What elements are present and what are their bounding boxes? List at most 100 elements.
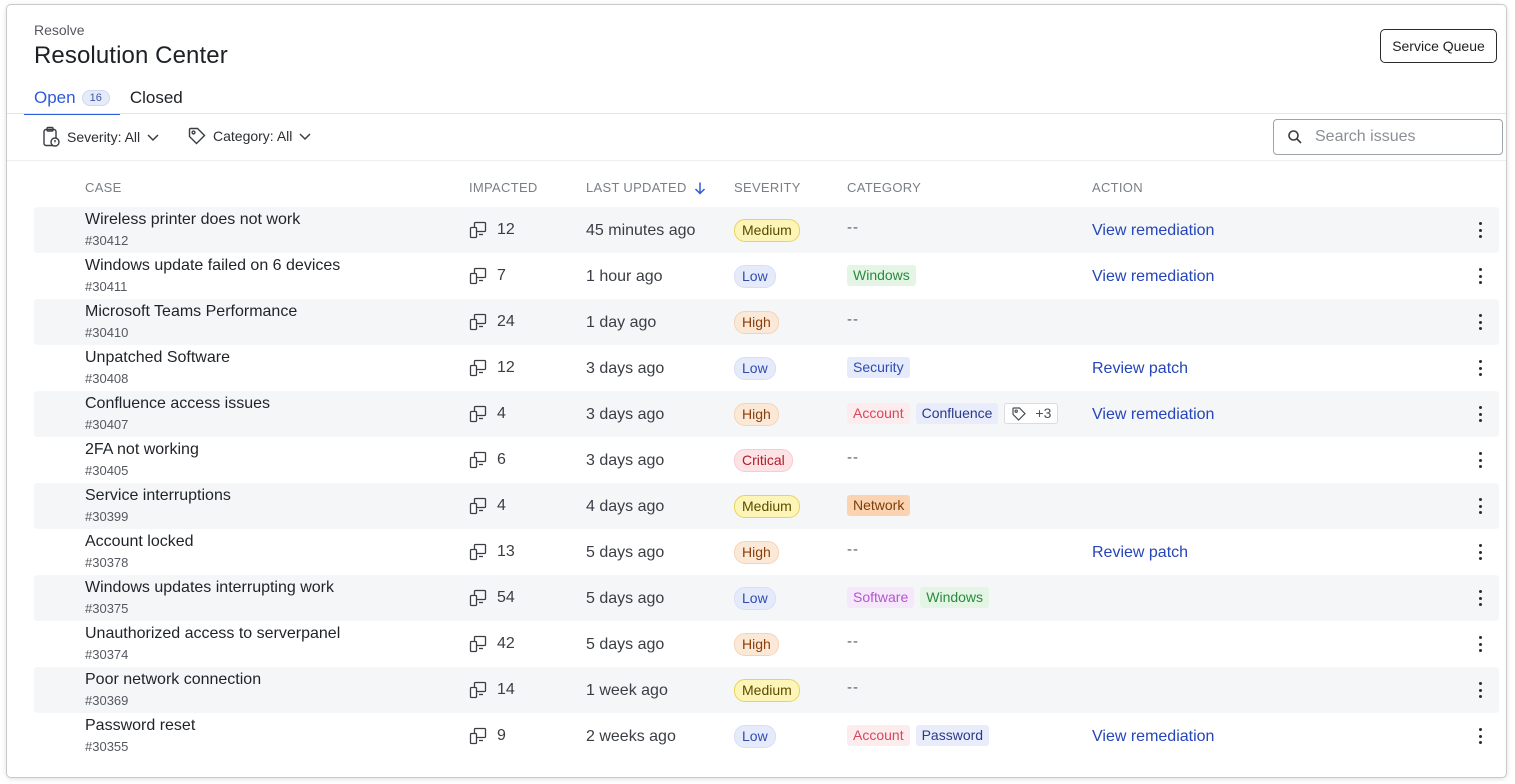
devices-icon: [469, 313, 487, 331]
table-row[interactable]: Account locked #30378 13 5 days ago High -- Re…: [34, 529, 1499, 575]
impacted-count: 4: [469, 497, 506, 515]
chevron-down-icon: [147, 134, 159, 142]
category-tag[interactable]: Security: [847, 357, 910, 378]
row-action-link[interactable]: Review patch: [1092, 360, 1189, 377]
kebab-menu-icon[interactable]: [1474, 450, 1486, 470]
severity-filter-label: Severity: All: [67, 129, 141, 145]
category-tags: Account Confluence +3: [847, 403, 1059, 424]
column-header-category[interactable]: CATEGORY: [847, 180, 922, 195]
devices-icon: [469, 497, 487, 515]
more-tags-button[interactable]: +3: [1004, 403, 1059, 424]
category-tags: --: [847, 219, 859, 236]
last-updated: 5 days ago: [586, 590, 665, 607]
case-title[interactable]: Account locked: [85, 533, 194, 550]
impacted-value: 9: [497, 727, 506, 744]
case-title[interactable]: Wireless printer does not work: [85, 211, 301, 228]
category-tag[interactable]: Windows: [847, 265, 916, 286]
case-title[interactable]: Windows update failed on 6 devices: [85, 257, 341, 274]
app-window: Resolve Resolution Center Service Queue …: [7, 5, 1506, 777]
tag-icon: [188, 127, 206, 145]
column-header-severity[interactable]: SEVERITY: [734, 180, 801, 195]
category-tags: Account Password: [847, 725, 990, 746]
impacted-value: 6: [497, 451, 506, 468]
tab-closed[interactable]: Closed: [120, 83, 193, 113]
kebab-menu-icon[interactable]: [1474, 496, 1486, 516]
kebab-menu-icon[interactable]: [1474, 220, 1486, 240]
category-tags: Security: [847, 357, 910, 378]
column-header-last-updated[interactable]: LAST UPDATED: [586, 180, 707, 195]
table-row[interactable]: Service interruptions #30399 4 4 days ago Me…: [34, 483, 1499, 529]
last-updated: 3 days ago: [586, 406, 665, 423]
devices-icon: [469, 543, 487, 561]
arrow-down-icon: [694, 182, 705, 195]
case-title[interactable]: Unpatched Software: [85, 349, 230, 366]
issues-table-body: Wireless printer does not work #30412 12 45…: [34, 207, 1499, 759]
impacted-count: 24: [469, 313, 515, 331]
table-row[interactable]: Unpatched Software #30408 12 3 days ago Low S…: [34, 345, 1499, 391]
case-id: #30369: [85, 693, 129, 708]
case-title[interactable]: Microsoft Teams Performance: [85, 303, 298, 320]
row-action-link[interactable]: View remediation: [1092, 728, 1215, 745]
last-updated: 45 minutes ago: [586, 222, 696, 239]
case-title[interactable]: 2FA not working: [85, 441, 199, 458]
row-action-link[interactable]: View remediation: [1092, 222, 1215, 239]
category-tags: --: [847, 449, 859, 466]
category-tag[interactable]: Software: [847, 587, 915, 608]
breadcrumb[interactable]: Resolve: [34, 22, 85, 38]
empty-category: --: [847, 679, 859, 696]
table-row[interactable]: Wireless printer does not work #30412 12 45…: [34, 207, 1499, 253]
row-action-link[interactable]: Review patch: [1092, 544, 1189, 561]
case-title[interactable]: Unauthorized access to serverpanel: [85, 625, 341, 642]
table-row[interactable]: Password reset #30355 9 2 weeks ago Low Accou…: [34, 713, 1499, 759]
kebab-menu-icon[interactable]: [1474, 680, 1486, 700]
table-row[interactable]: Confluence access issues #30407 4 3 days ag…: [34, 391, 1499, 437]
kebab-menu-icon[interactable]: [1474, 542, 1486, 562]
category-filter[interactable]: Category: All: [187, 126, 312, 146]
service-queue-button[interactable]: Service Queue: [1380, 29, 1497, 63]
category-tag[interactable]: Password: [915, 725, 990, 746]
case-title[interactable]: Service interruptions: [85, 487, 231, 504]
category-tag[interactable]: Account: [847, 725, 910, 746]
devices-icon: [469, 359, 487, 377]
kebab-menu-icon[interactable]: [1474, 588, 1486, 608]
column-header-case[interactable]: CASE: [85, 180, 122, 195]
devices-icon: [469, 451, 487, 469]
table-row[interactable]: Windows update failed on 6 devices #30411…: [34, 253, 1499, 299]
kebab-menu-icon[interactable]: [1474, 404, 1486, 424]
table-row[interactable]: Microsoft Teams Performance #30410 24 1 day…: [34, 299, 1499, 345]
row-action-link[interactable]: View remediation: [1092, 268, 1215, 285]
case-title[interactable]: Confluence access issues: [85, 395, 270, 412]
severity-badge: Low: [734, 587, 776, 610]
severity-filter[interactable]: Severity: All: [41, 126, 160, 148]
impacted-value: 12: [497, 359, 515, 376]
kebab-menu-icon[interactable]: [1474, 266, 1486, 286]
case-title[interactable]: Password reset: [85, 717, 196, 734]
kebab-menu-icon[interactable]: [1474, 634, 1486, 654]
impacted-value: 54: [497, 589, 515, 606]
devices-icon: [469, 267, 487, 285]
kebab-menu-icon[interactable]: [1474, 726, 1486, 746]
filter-bar: Severity: All Category: All: [7, 114, 1506, 161]
tab-open[interactable]: Open 16: [24, 83, 120, 115]
category-tag[interactable]: Network: [847, 495, 911, 516]
column-header-impacted[interactable]: IMPACTED: [469, 180, 538, 195]
kebab-menu-icon[interactable]: [1474, 358, 1486, 378]
table-row[interactable]: Unauthorized access to serverpanel #30374…: [34, 621, 1499, 667]
category-tag[interactable]: Windows: [920, 587, 990, 608]
search-box[interactable]: [1273, 119, 1503, 155]
category-tag[interactable]: Account: [847, 403, 910, 424]
last-updated: 3 days ago: [586, 452, 665, 469]
search-input[interactable]: [1313, 127, 1497, 147]
severity-badge: Critical: [734, 449, 793, 472]
row-action-link[interactable]: View remediation: [1092, 406, 1215, 423]
case-id: #30378: [85, 555, 129, 570]
table-row[interactable]: Windows updates interrupting work #30375 5…: [34, 575, 1499, 621]
category-tag[interactable]: Confluence: [915, 403, 999, 424]
impacted-count: 4: [469, 405, 506, 423]
table-row[interactable]: Poor network connection #30369 14 1 week ag…: [34, 667, 1499, 713]
kebab-menu-icon[interactable]: [1474, 312, 1486, 332]
case-title[interactable]: Poor network connection: [85, 671, 262, 688]
case-title[interactable]: Windows updates interrupting work: [85, 579, 335, 596]
table-row[interactable]: 2FA not working #30405 6 3 days ago Critical…: [34, 437, 1499, 483]
impacted-count: 14: [469, 681, 515, 699]
